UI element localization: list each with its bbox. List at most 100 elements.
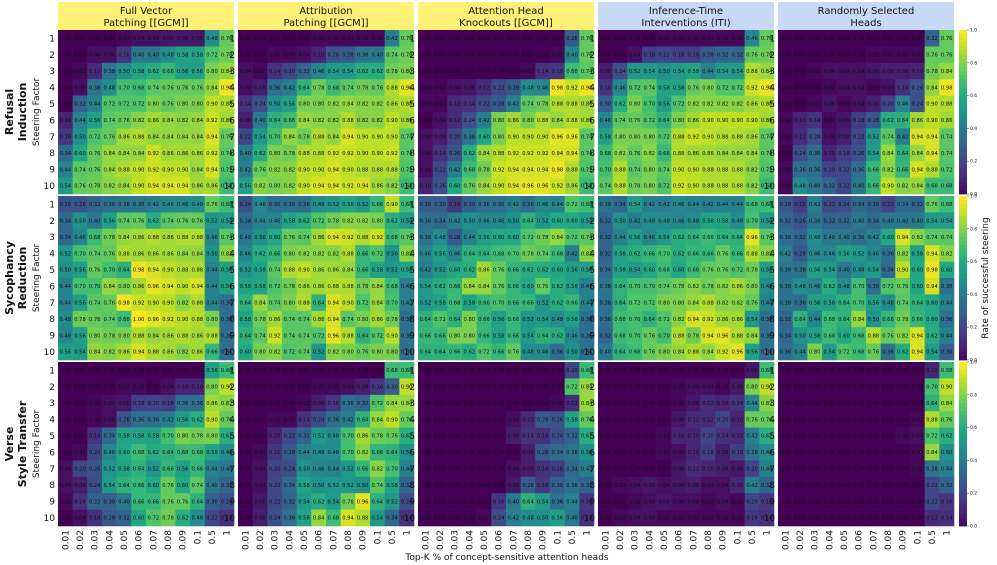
- heatmap-cell: [447, 177, 463, 195]
- cell-value-label: 0.00: [493, 434, 505, 440]
- cell-value-label: 0.00: [780, 368, 792, 374]
- colorbar-segment: [959, 208, 967, 213]
- cell-value-label: 0.20: [702, 434, 714, 440]
- cell-value-label: 0.80: [206, 69, 218, 75]
- cell-value-label: 0.34: [780, 333, 792, 339]
- cell-value-label: 0.90: [133, 167, 145, 173]
- cell-value-label: 0.00: [780, 385, 792, 391]
- cell-value-label: 0.76: [284, 235, 296, 241]
- heatmap-cell: [72, 228, 88, 246]
- heatmap-cell: [311, 112, 327, 129]
- cell-value-label: 0.64: [449, 317, 461, 323]
- cell-value-label: 0.80: [269, 184, 281, 190]
- cell-value-label: 0.00: [60, 53, 72, 59]
- heatmap-cell: [190, 128, 205, 146]
- cell-value-label: 0.36: [941, 317, 953, 323]
- cell-value-label: 0.24: [809, 135, 821, 141]
- heatmap-cell: [730, 177, 745, 195]
- cell-value-label: 0.54: [644, 69, 656, 75]
- cell-value-label: 0.60: [449, 184, 461, 190]
- y-tick-label: 8: [229, 481, 235, 491]
- cell-value-label: 0.22: [206, 516, 218, 522]
- heatmap-cell: [476, 46, 492, 64]
- cell-value-label: 0.04: [824, 135, 836, 141]
- cell-value-label: 0.62: [537, 268, 549, 274]
- colorbar-segment: [959, 169, 967, 174]
- heatmap-cell: [686, 62, 701, 80]
- y-tick-label: 3: [229, 233, 235, 243]
- colorbar-segment: [959, 216, 967, 221]
- cell-value-label: 0.66: [357, 251, 369, 257]
- cell-value-label: 0.00: [614, 401, 626, 407]
- heatmap-cell: [715, 128, 731, 146]
- heatmap-cell: [715, 46, 731, 64]
- x-tick-label: 0.05: [120, 530, 130, 550]
- heatmap-cell: [656, 128, 672, 146]
- heatmap-cell: [836, 144, 852, 162]
- cell-value-label: 0.08: [882, 69, 894, 75]
- colorbar-segment: [959, 370, 967, 375]
- cell-value-label: 0.00: [493, 69, 505, 75]
- cell-value-label: 0.26: [60, 202, 72, 208]
- heatmap-cell: [792, 144, 808, 162]
- x-tick-label: 0.08: [344, 530, 354, 550]
- cell-value-label: 0.72: [732, 268, 744, 274]
- heatmap-cell: [778, 177, 793, 195]
- cell-value-label: 0.00: [240, 36, 252, 42]
- heatmap-cell: [131, 79, 147, 96]
- y-tick-label: 3: [49, 67, 55, 77]
- heatmap-cell: [72, 278, 88, 295]
- heatmap-cell: [326, 144, 341, 162]
- y-tick-label: 10: [404, 514, 416, 524]
- cell-value-label: 0.26: [853, 151, 865, 157]
- cell-value-label: 0.80: [298, 102, 310, 108]
- cell-value-label: 0.82: [313, 118, 325, 124]
- cell-value-label: 0.04: [853, 102, 865, 108]
- heatmap-cell: [579, 62, 595, 80]
- y-tick-label: 1: [769, 366, 775, 376]
- colorbar-segment: [959, 351, 967, 357]
- cell-value-label: 0.64: [794, 317, 806, 323]
- cell-value-label: 0.00: [357, 368, 369, 374]
- cell-value-label: 0.00: [60, 434, 72, 440]
- cell-value-label: 0.00: [600, 368, 612, 374]
- heatmap-cell: [190, 144, 205, 162]
- cell-value-label: 0.46: [162, 202, 174, 208]
- cell-value-label: 0.86: [162, 333, 174, 339]
- heatmap-cell: [131, 161, 147, 178]
- cell-value-label: 0.66: [702, 251, 714, 257]
- heatmap-cell: [778, 112, 793, 129]
- cell-value-label: 0.42: [746, 483, 758, 489]
- heatmap-cell: [686, 161, 701, 178]
- cell-value-label: 0.80: [702, 85, 714, 91]
- y-tick-label: 9: [589, 332, 595, 342]
- cell-value-label: 0.96: [537, 184, 549, 190]
- cell-value-label: 0.02: [89, 401, 101, 407]
- cell-value-label: 0.82: [313, 251, 325, 257]
- cell-value-label: 0.00: [60, 85, 72, 91]
- cell-value-label: 0.80: [177, 434, 189, 440]
- cell-value-label: 0.84: [192, 167, 204, 173]
- cell-value-label: 0.64: [298, 85, 310, 91]
- cell-value-label: 0.28: [566, 36, 578, 42]
- x-tick-label: 0.08: [524, 530, 534, 550]
- cell-value-label: 0.62: [148, 219, 160, 225]
- x-tick-label: 0.09: [539, 530, 549, 550]
- heatmap-cell: [175, 95, 191, 113]
- y-tick-label: 6: [49, 282, 55, 292]
- cell-value-label: 0.64: [926, 401, 938, 407]
- cell-value-label: 0.00: [74, 434, 86, 440]
- colorbar-segment: [959, 282, 967, 287]
- heatmap-cell: [627, 79, 643, 96]
- cell-value-label: 0.72: [269, 284, 281, 290]
- heatmap-cell: [924, 161, 940, 178]
- heatmap-cell: [87, 278, 103, 295]
- heatmap-cell: [190, 62, 205, 80]
- cell-value-label: 0.78: [897, 317, 909, 323]
- cell-value-label: 0.46: [600, 118, 612, 124]
- cell-value-label: 0.60: [926, 301, 938, 307]
- cell-value-label: 0.90: [177, 167, 189, 173]
- cell-value-label: 0.88: [386, 167, 398, 173]
- heatmap-cell: [267, 228, 283, 246]
- cell-value-label: 0.46: [566, 333, 578, 339]
